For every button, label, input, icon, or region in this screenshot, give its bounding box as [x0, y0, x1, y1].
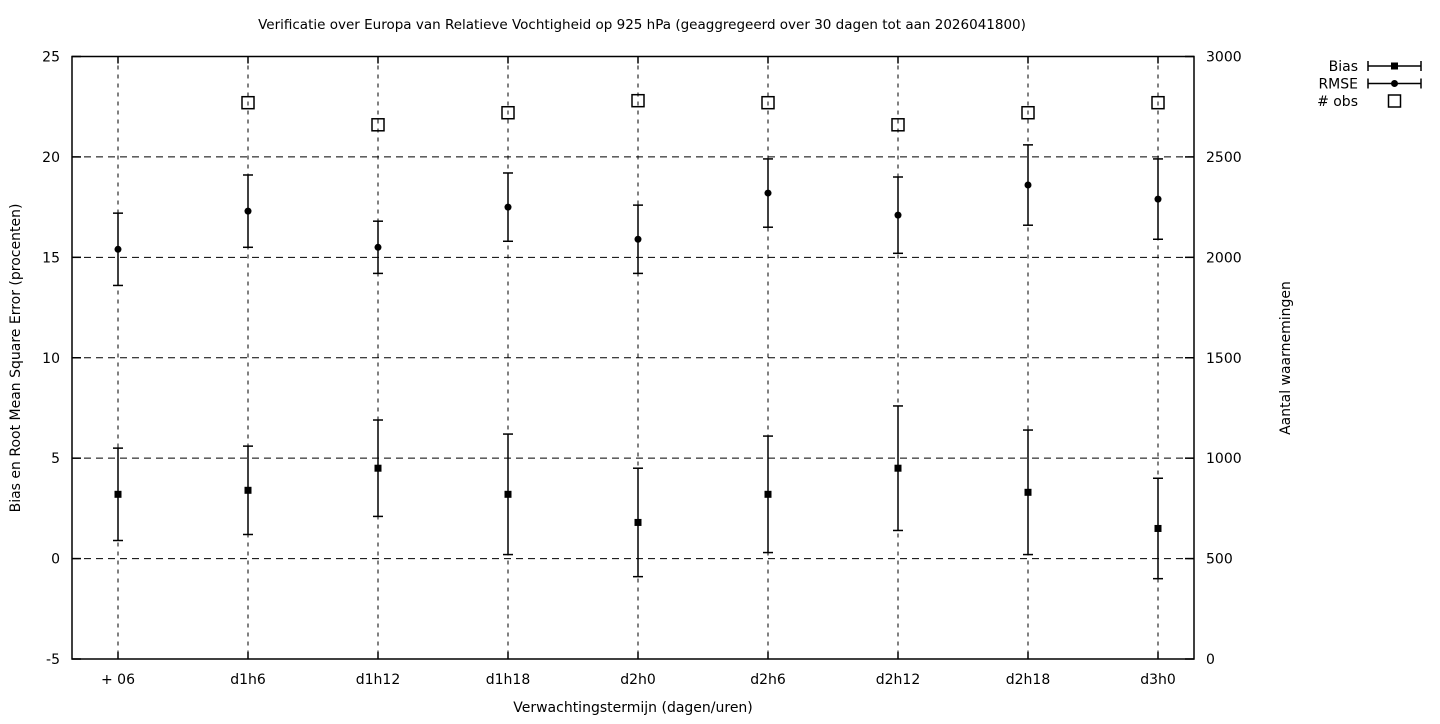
y-right-tick-label: 1500 [1206, 351, 1242, 367]
x-tick-label: d2h6 [750, 672, 786, 688]
y-right-tick-label: 500 [1206, 552, 1233, 568]
grid-layer [72, 56, 1194, 659]
x-tick-label: d2h0 [620, 672, 656, 688]
x-tick-label: d2h12 [876, 672, 920, 688]
y-left-tick-label: -5 [46, 652, 60, 668]
legend-label: Bias [1329, 59, 1358, 75]
obs-marker [501, 105, 515, 120]
series-layer [113, 93, 1165, 580]
rmse-marker [1391, 80, 1398, 87]
y-left-tick-label: 20 [42, 150, 60, 166]
obs-marker [761, 95, 775, 110]
y-left-tick-label: 10 [42, 351, 60, 367]
rmse-marker [1024, 181, 1032, 189]
legend: Bias RMSE# obs [1317, 59, 1422, 110]
rmse-marker [504, 203, 512, 211]
y-right-tick-label: 2000 [1206, 250, 1242, 266]
rmse-marker [1154, 195, 1162, 203]
bias-marker [374, 464, 382, 472]
plot-frame [71, 55, 1195, 660]
legend-label: # obs [1317, 94, 1358, 110]
rmse-marker [634, 235, 642, 243]
chart-title: Verificatie over Europa van Relatieve Vo… [258, 17, 1026, 33]
obs-marker [1387, 94, 1402, 108]
obs-marker [1021, 105, 1035, 120]
series--obs [241, 93, 1165, 132]
bias-marker [894, 464, 902, 472]
x-tick-label: + 06 [101, 672, 135, 688]
obs-marker [371, 118, 385, 132]
obs-marker [891, 118, 905, 132]
rmse-marker [244, 207, 252, 215]
bias-marker [764, 490, 772, 498]
y-right-tick-label: 1000 [1206, 451, 1242, 467]
rmse-marker [374, 243, 382, 251]
rmse-marker [894, 211, 902, 219]
x-tick-label: d1h12 [356, 672, 400, 688]
series-bias [113, 405, 1163, 580]
bias-marker [244, 486, 252, 494]
y-axis-label-right: Aantal waarnemingen [1278, 281, 1294, 435]
bias-marker [504, 490, 512, 498]
x-tick-label: d1h6 [230, 672, 266, 688]
bias-marker [114, 490, 122, 498]
x-axis-label: Verwachtingstermijn (dagen/uren) [513, 700, 753, 716]
tick-label-layer: 25 20 15 10 5 0 -5 3000 2500 2000 1500 1000 500 0 + 06… [42, 50, 1241, 689]
x-tick-label: d2h18 [1006, 672, 1050, 688]
bias-marker [634, 518, 642, 526]
bias-marker [1024, 488, 1032, 496]
bias-marker [1391, 62, 1398, 70]
y-right-tick-label: 3000 [1206, 50, 1242, 66]
bias-marker [1154, 524, 1162, 532]
series-rmse [113, 144, 1163, 287]
x-tick-label: d1h18 [486, 672, 530, 688]
y-left-tick-label: 5 [51, 451, 60, 467]
y-right-tick-label: 2500 [1206, 150, 1242, 166]
obs-marker [241, 95, 255, 110]
y-left-tick-label: 15 [42, 250, 60, 266]
obs-marker [1151, 95, 1165, 110]
y-axis-label-left: Bias en Root Mean Square Error (procente… [8, 204, 24, 513]
rmse-marker [764, 189, 772, 197]
y-left-tick-label: 0 [51, 552, 60, 568]
rmse-marker [114, 245, 122, 253]
obs-marker [631, 93, 645, 108]
legend-label: RMSE [1318, 77, 1358, 93]
y-right-tick-label: 0 [1206, 652, 1215, 668]
y-left-tick-label: 25 [42, 50, 60, 66]
x-tick-label: d3h0 [1140, 672, 1176, 688]
